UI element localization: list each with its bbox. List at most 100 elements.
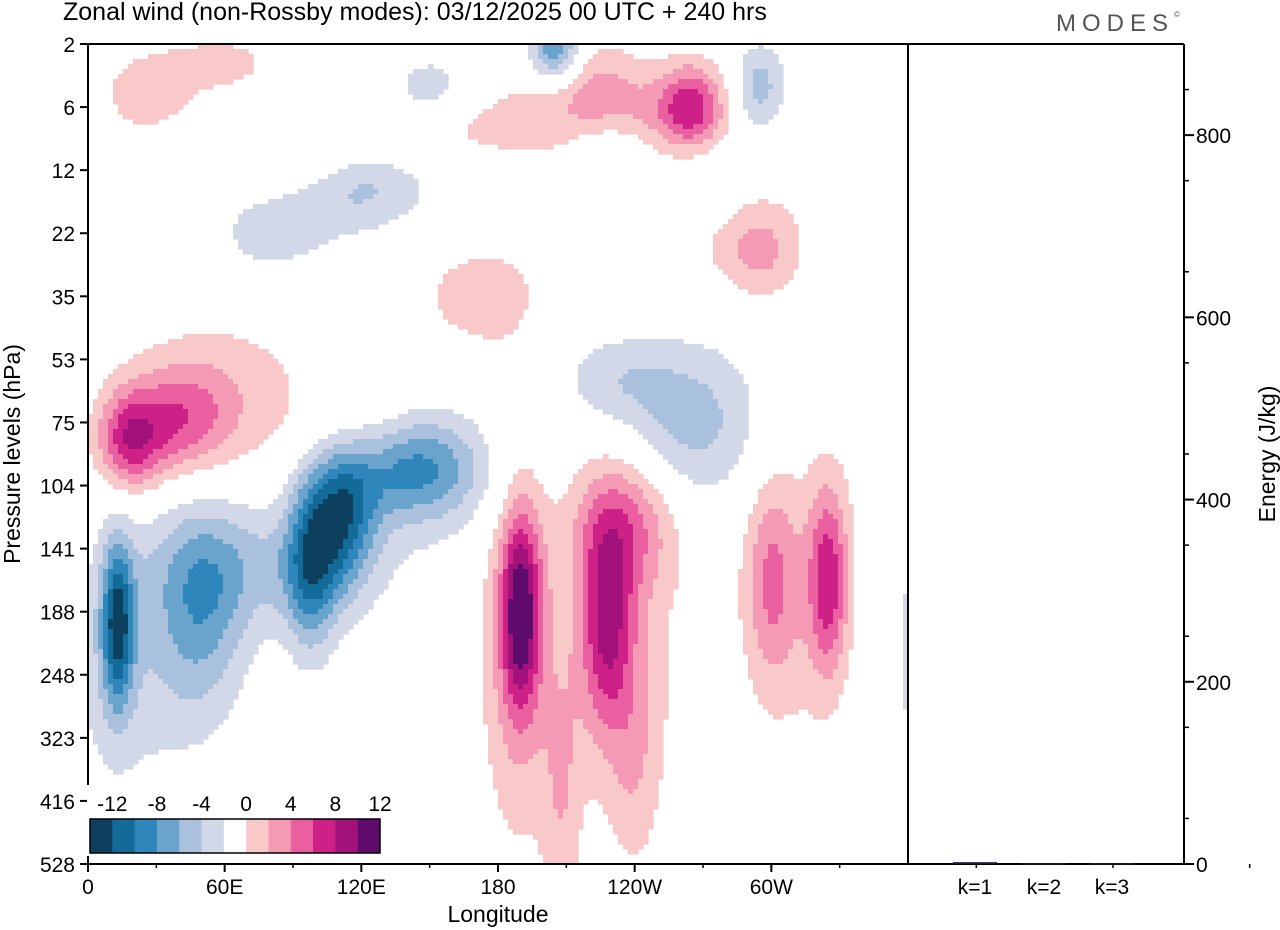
heatmap-cell [778,474,784,480]
heatmap-cell [768,289,774,295]
heatmap-cell [268,384,274,390]
heatmap-cell [478,329,484,335]
heatmap-cell [643,134,649,140]
heatmap-cell [748,284,754,290]
heatmap-cell [338,194,344,200]
heatmap-cell [263,229,269,235]
heatmap-cell [503,109,509,115]
heatmap-cell [738,429,744,435]
heatmap-cell [283,379,289,385]
heatmap-cell [518,474,524,480]
heatmap-cell [188,84,194,90]
heatmap-cell [303,199,309,205]
heatmap-cell [208,424,214,430]
heatmap-cell [703,379,709,385]
heatmap-cell [243,214,249,220]
heatmap-cell [183,394,189,400]
heatmap-cell [403,194,409,200]
heatmap-cell [443,289,449,295]
heatmap-cell [133,394,139,400]
heatmap-cell [573,489,579,495]
heatmap-cell [593,129,599,135]
heatmap-cell [258,434,264,440]
heatmap-cell [518,479,524,485]
heatmap-cell [488,129,494,135]
heatmap-cell [678,454,684,460]
heatmap-cell [838,504,844,510]
heatmap-cell [403,454,409,460]
heatmap-cell [218,509,224,515]
heatmap-cell [413,419,419,425]
heatmap-cell [268,514,274,520]
heatmap-cell [623,409,629,415]
heatmap-cell [428,79,434,85]
heatmap-cell [283,229,289,235]
heatmap-cell [328,454,334,460]
heatmap-cell [528,489,534,495]
heatmap-cell [233,449,239,455]
heatmap-cell [193,434,199,440]
heatmap-cell [508,109,514,115]
heatmap-cell [578,114,584,120]
heatmap-cell [463,484,469,490]
heatmap-cell [648,484,654,490]
heatmap-cell [403,429,409,435]
heatmap-cell [623,364,629,370]
heatmap-cell [673,69,679,75]
heatmap-cell [148,79,154,85]
heatmap-cell [623,489,629,495]
heatmap-cell [323,194,329,200]
heatmap-cell [793,504,799,510]
heatmap-cell [668,149,674,155]
heatmap-cell [368,449,374,455]
heatmap-cell [173,109,179,115]
heatmap-cell [238,374,244,380]
heatmap-cell [158,64,164,70]
heatmap-cell [533,499,539,505]
heatmap-cell [368,479,374,485]
heatmap-cell [128,94,134,100]
heatmap-cell [418,479,424,485]
heatmap-cell [763,219,769,225]
heatmap-cell [348,484,354,490]
heatmap-cell [423,94,429,100]
heatmap-cell [563,494,569,500]
heatmap-cell [728,234,734,240]
heatmap-cell [713,69,719,75]
heatmap-cell [168,464,174,470]
heatmap-cell [343,474,349,480]
heatmap-cell [523,304,529,310]
heatmap-cell [203,79,209,85]
heatmap-cell [698,394,704,400]
heatmap-cell [133,109,139,115]
heatmap-cell [738,384,744,390]
heatmap-cell [93,454,99,460]
heatmap-cell [343,459,349,465]
heatmap-cell [193,54,199,60]
heatmap-cell [588,469,594,475]
heatmap-cell [628,79,634,85]
heatmap-cell [473,124,479,130]
heatmap-cell [503,324,509,330]
heatmap-cell [768,54,774,60]
heatmap-cell [313,209,319,215]
heatmap-cell [608,464,614,470]
heatmap-cell [243,384,249,390]
heatmap-cell [448,474,454,480]
heatmap-cell [638,404,644,410]
heatmap-cell [643,354,649,360]
heatmap-cell [278,199,284,205]
heatmap-cell [613,109,619,115]
heatmap-cell [428,424,434,430]
heatmap-cell [243,394,249,400]
heatmap-cell [483,139,489,145]
heatmap-cell [128,374,134,380]
heatmap-cell [683,414,689,420]
heatmap-cell [763,504,769,510]
heatmap-cell [238,439,244,445]
heatmap-cell [533,94,539,100]
heatmap-cell [443,464,449,470]
heatmap-cell [293,499,299,505]
heatmap-cell [128,429,134,435]
heatmap-cell [438,499,444,505]
